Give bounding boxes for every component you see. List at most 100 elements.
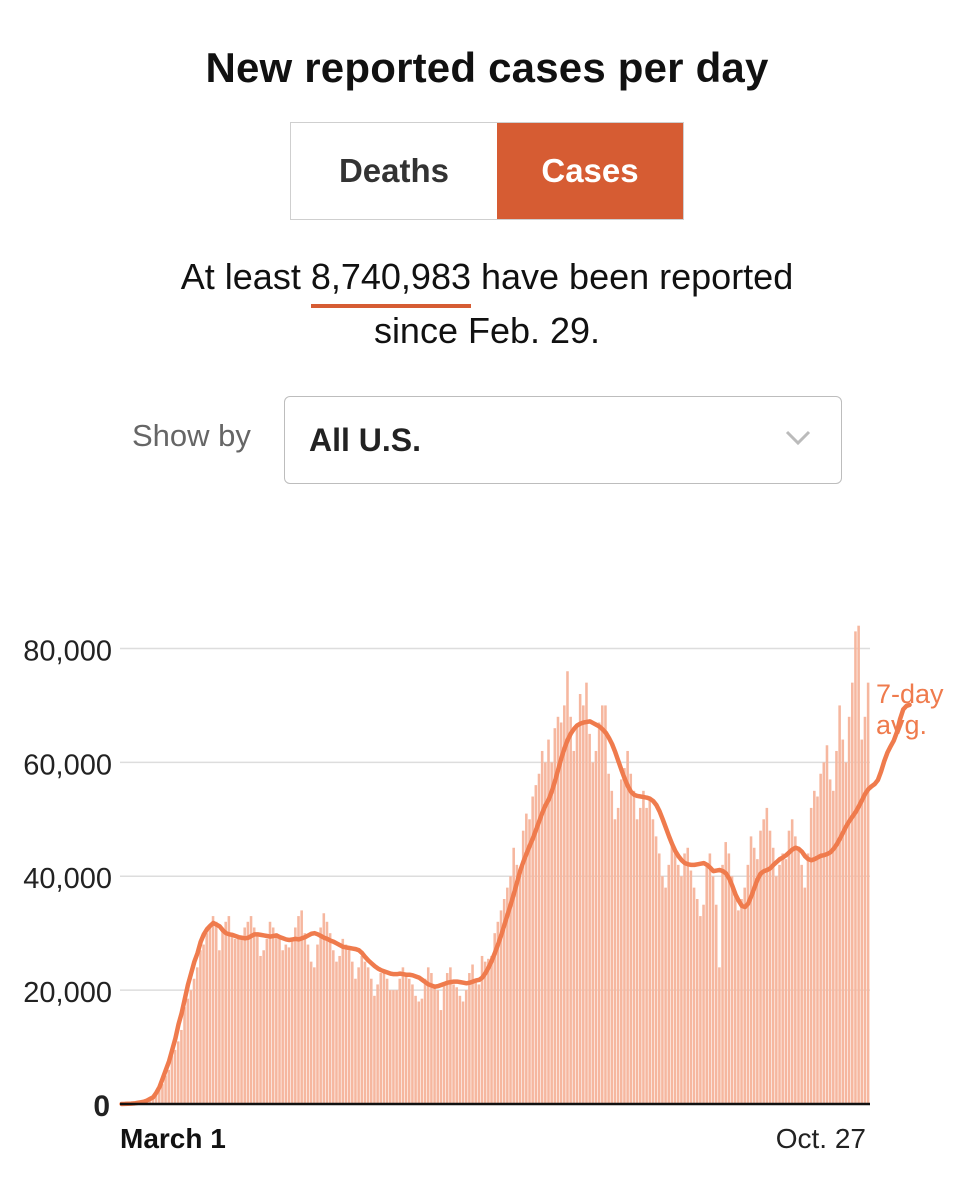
daily-bar [167,1069,171,1104]
daily-bar [806,853,810,1104]
daily-bar [756,859,759,1104]
daily-bar [398,978,402,1104]
daily-bar [157,1089,161,1104]
daily-bar [502,899,506,1104]
daily-bar [657,853,661,1104]
daily-bar [373,995,376,1104]
daily-bar [436,990,440,1104]
cases-chart: 0 20,000 40,000 60,000 80,000 7-day avg. March … [23,625,944,1154]
daily-bar [534,785,538,1104]
region-select[interactable]: All U.S. [284,396,842,484]
y-tick-label: 0 [93,1090,110,1123]
daily-bar [828,779,832,1104]
daily-bar [832,790,835,1104]
daily-bar [354,978,357,1104]
daily-bar [395,990,398,1104]
daily-bar [699,916,702,1104]
daily-bar [328,933,332,1104]
daily-bar [388,990,392,1104]
daily-bar [170,1055,174,1104]
daily-bar [173,1049,177,1104]
daily-bar [208,927,212,1104]
daily-bar [790,819,794,1104]
daily-bar [847,716,851,1104]
daily-bar [341,938,345,1104]
summary-prefix: At least [180,256,311,297]
daily-bar [743,887,746,1104]
daily-bar [594,750,598,1104]
summary-text: At least 8,740,983 have been reported si… [0,250,974,358]
daily-bar [370,978,373,1104]
daily-bar [642,790,645,1104]
daily-bar [461,1001,465,1104]
daily-bar [778,864,781,1104]
daily-bar [512,847,515,1104]
deaths-button[interactable]: Deaths [291,123,497,219]
daily-bar [661,876,664,1104]
daily-bar [819,773,822,1104]
daily-bar [759,830,762,1104]
daily-bar [287,947,291,1104]
daily-bar [528,819,531,1104]
daily-bar [841,739,845,1104]
daily-bar [186,998,190,1104]
daily-bar [775,876,778,1104]
daily-bar [771,847,775,1104]
daily-bar [521,830,525,1104]
daily-bar [664,887,667,1104]
daily-bar [493,933,496,1104]
daily-bar [214,921,218,1104]
daily-bar [385,978,389,1104]
daily-bar [550,762,553,1104]
daily-bar [439,1010,443,1104]
daily-bar [531,796,534,1104]
daily-bar [474,978,477,1104]
x-end-label: Oct. 27 [776,1123,866,1154]
cases-button[interactable]: Cases [497,123,683,219]
daily-bar [601,705,604,1104]
daily-bar [281,950,284,1104]
daily-bar [211,916,215,1104]
daily-bar [591,762,595,1104]
daily-bar [544,762,547,1104]
daily-bar [477,984,481,1104]
daily-bar [515,864,519,1104]
daily-bar [749,836,753,1104]
daily-bar [692,887,696,1104]
y-tick-label: 60,000 [23,749,112,781]
daily-bar [667,864,671,1104]
daily-bar [161,1084,164,1104]
daily-bar [569,716,572,1104]
daily-bar [192,978,196,1104]
daily-bar [673,853,677,1104]
show-by-label: Show by [132,418,251,453]
daily-bar [335,961,338,1104]
daily-bar [471,964,474,1104]
y-tick-label: 80,000 [23,635,112,667]
daily-bar [553,728,557,1104]
y-tick-label: 20,000 [23,977,112,1009]
daily-bar [610,790,614,1104]
daily-bar [259,955,262,1104]
daily-bar [237,938,240,1104]
daily-bar [376,984,379,1104]
daily-bar [547,739,550,1104]
daily-bar [414,995,417,1104]
daily-bar [702,904,705,1104]
daily-bar [303,933,307,1104]
daily-bar [332,950,335,1104]
daily-bar [496,921,500,1104]
daily-bar [401,967,405,1104]
daily-bar [746,864,750,1104]
daily-bar [730,876,734,1104]
daily-bar [202,944,205,1104]
daily-bar [452,984,455,1104]
summary-date: since Feb. 29. [373,310,601,351]
daily-bar [563,705,566,1104]
daily-bar [240,938,243,1104]
daily-bar [366,967,370,1104]
daily-bar [708,853,712,1104]
daily-bar [645,807,648,1104]
daily-bar [752,847,756,1104]
daily-bar [278,938,281,1104]
